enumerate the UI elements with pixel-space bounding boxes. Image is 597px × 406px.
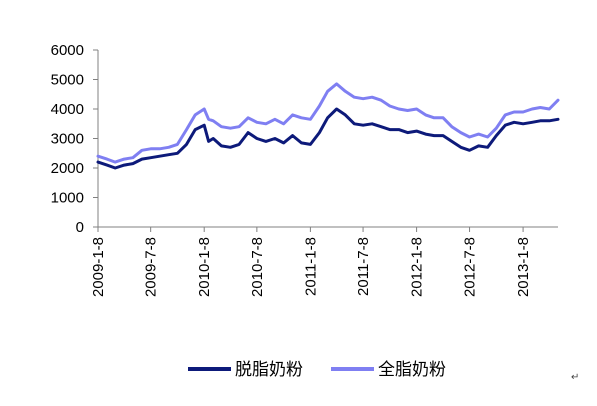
y-tick-label: 0 [76, 219, 84, 236]
y-tick-label: 5000 [51, 72, 84, 89]
legend-item-skim-milk-powder-label: 脱脂奶粉 [235, 360, 303, 380]
legend-item-whole-milk-powder-label: 全脂奶粉 [378, 360, 446, 380]
series-line-whole-milk-powder [96, 82, 560, 164]
x-axis: 2009-1-8 2009-7-8 2010-1-8 2010-7-8 2011-1-8… [90, 226, 558, 297]
x-tick-label: 2010-7-8 [249, 237, 266, 297]
x-tick-label: 2011-1-8 [302, 237, 319, 296]
series-line-skim-milk-powder [96, 107, 560, 170]
y-tick-label: 4000 [51, 101, 84, 118]
y-tick-label: 3000 [51, 131, 84, 148]
y-tick-label: 2000 [51, 160, 84, 177]
x-tick-label: 2010-1-8 [196, 237, 213, 297]
y-axis: 0 1000 2000 3000 4000 5000 6000 [51, 42, 99, 236]
y-tick-label: 6000 [51, 42, 84, 59]
x-tick-label: 2009-1-8 [90, 237, 107, 297]
x-tick-label: 2009-7-8 [143, 237, 160, 297]
x-tick-label: 2013-1-8 [515, 237, 532, 297]
x-tick-label: 2012-1-8 [409, 237, 426, 297]
y-tick-label: 1000 [51, 190, 84, 207]
x-tick-label: 2012-7-8 [462, 237, 479, 297]
paragraph-mark: ↵ [571, 372, 580, 383]
x-tick-label: 2011-7-8 [355, 237, 372, 296]
series-lines [96, 82, 560, 170]
legend: 脱脂奶粉 全脂奶粉 [188, 360, 446, 380]
